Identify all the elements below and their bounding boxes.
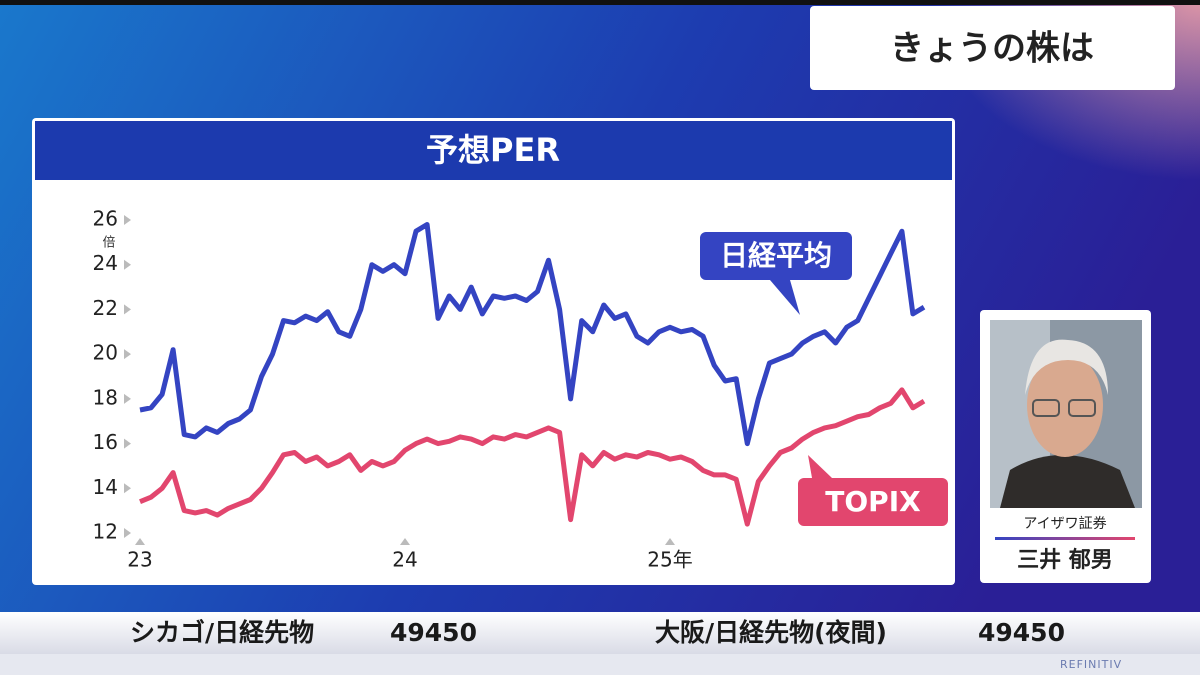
callout-pointer: [770, 280, 800, 315]
callout-box: [700, 232, 852, 280]
y-tick-mark: [124, 528, 131, 538]
ticker-bar: [0, 612, 1200, 654]
header-title: きょうの株は: [890, 29, 1094, 69]
series-line: [139, 387, 926, 527]
photo-suit: [1000, 455, 1135, 508]
footer-brand: REFINITIV: [1060, 658, 1122, 671]
x-tick-mark: [665, 538, 675, 545]
x-tick-label: 24: [392, 548, 417, 572]
footer-bar: [0, 654, 1200, 675]
y-tick-label: 18: [93, 385, 118, 409]
ticker-value: 49450: [978, 618, 1065, 647]
top-strip: [0, 0, 1200, 5]
header-box: [810, 6, 1175, 90]
y-tick-label: 24: [93, 251, 118, 275]
y-tick-mark: [124, 349, 131, 360]
y-tick-mark: [124, 483, 131, 494]
y-tick-label: 26: [93, 207, 118, 231]
photo-face: [1027, 353, 1103, 457]
y-tick-label: 22: [93, 296, 118, 320]
guest-name: 三井 郁男: [1017, 547, 1113, 573]
y-tick-mark: [124, 304, 131, 315]
y-tick-label: 20: [93, 341, 118, 365]
y-tick-mark: [124, 393, 131, 404]
x-tick-label: 23: [127, 548, 152, 572]
legend-label: 日経平均: [720, 239, 832, 272]
y-tick-label: 16: [93, 430, 118, 454]
y-tick-label: 12: [93, 520, 118, 544]
y-tick-mark: [124, 438, 131, 449]
y-tick-label: 14: [93, 475, 118, 499]
series-line: [139, 222, 926, 447]
photo-glasses: [1032, 399, 1060, 417]
photo-glasses: [1068, 399, 1096, 417]
callout-box: [798, 478, 948, 526]
chart-title: 予想PER: [426, 131, 560, 169]
guest-company: アイザワ証券: [1023, 516, 1106, 532]
y-unit: 倍: [102, 236, 115, 251]
x-tick-mark: [400, 538, 410, 545]
photo-hair: [1025, 339, 1108, 395]
x-tick-label: 25年: [647, 548, 692, 572]
callout-pointer: [808, 455, 832, 478]
x-tick-mark: [135, 538, 145, 545]
legend-label: TOPIX: [825, 485, 921, 518]
y-tick-mark: [124, 259, 131, 270]
ticker-label: シカゴ/日経先物: [130, 618, 314, 647]
ticker-label: 大阪/日経先物(夜間): [655, 618, 887, 647]
chart-header: [35, 121, 952, 180]
y-tick-mark: [124, 215, 131, 225]
plot: 12 14 16 18 20 22 24 26 23 24 25年 日経平均 TOPIX: [93, 207, 948, 572]
ticker-value: 49450: [390, 618, 477, 647]
guest-underline: [995, 537, 1135, 540]
